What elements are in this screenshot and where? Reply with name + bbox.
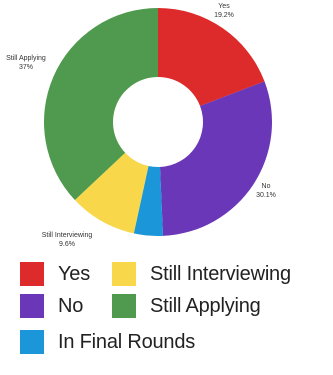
legend-item-still-applying[interactable]: Still Applying bbox=[112, 294, 261, 318]
donut-chart: Yes 19.2% No 30.1% Still Interviewing 9.6% Sti… bbox=[6, 3, 276, 248]
legend-item-yes[interactable]: Yes bbox=[20, 262, 90, 286]
legend-label-yes: Yes bbox=[58, 262, 91, 285]
slice-in-final-rounds[interactable] bbox=[133, 165, 164, 236]
slice-still-interviewing[interactable] bbox=[74, 152, 149, 234]
legend-swatch-still-interviewing bbox=[112, 262, 136, 286]
legend-item-in-final-rounds[interactable]: In Final Rounds bbox=[20, 330, 195, 354]
legend-label-no: No bbox=[58, 294, 84, 317]
legend-label-still-applying: Still Applying bbox=[150, 294, 261, 317]
slice-still-applying[interactable] bbox=[44, 8, 158, 201]
legend-item-no[interactable]: No bbox=[20, 294, 83, 318]
slice-label-no: No bbox=[262, 183, 271, 190]
slice-label-still-applying: Still Applying bbox=[6, 55, 46, 62]
legend-label-still-interviewing: Still Interviewing bbox=[150, 262, 291, 285]
slice-label-still-interviewing: Still Interviewing bbox=[42, 232, 93, 239]
slice-no[interactable] bbox=[159, 81, 272, 236]
slice-value-yes: 19.2% bbox=[214, 12, 234, 19]
slice-yes[interactable] bbox=[158, 8, 265, 106]
slice-value-still-applying: 37% bbox=[19, 64, 33, 71]
legend: Yes Still Interviewing No Still Applying… bbox=[20, 262, 333, 372]
legend-label-in-final-rounds: In Final Rounds bbox=[58, 330, 196, 353]
slice-label-yes: Yes bbox=[218, 3, 230, 10]
legend-swatch-yes bbox=[20, 262, 44, 286]
slice-value-no: 30.1% bbox=[256, 192, 276, 199]
legend-item-still-interviewing[interactable]: Still Interviewing bbox=[112, 262, 291, 286]
legend-swatch-in-final-rounds bbox=[20, 330, 44, 354]
legend-swatch-no bbox=[20, 294, 44, 318]
legend-swatch-still-applying bbox=[112, 294, 136, 318]
slice-value-still-interviewing: 9.6% bbox=[59, 241, 75, 248]
